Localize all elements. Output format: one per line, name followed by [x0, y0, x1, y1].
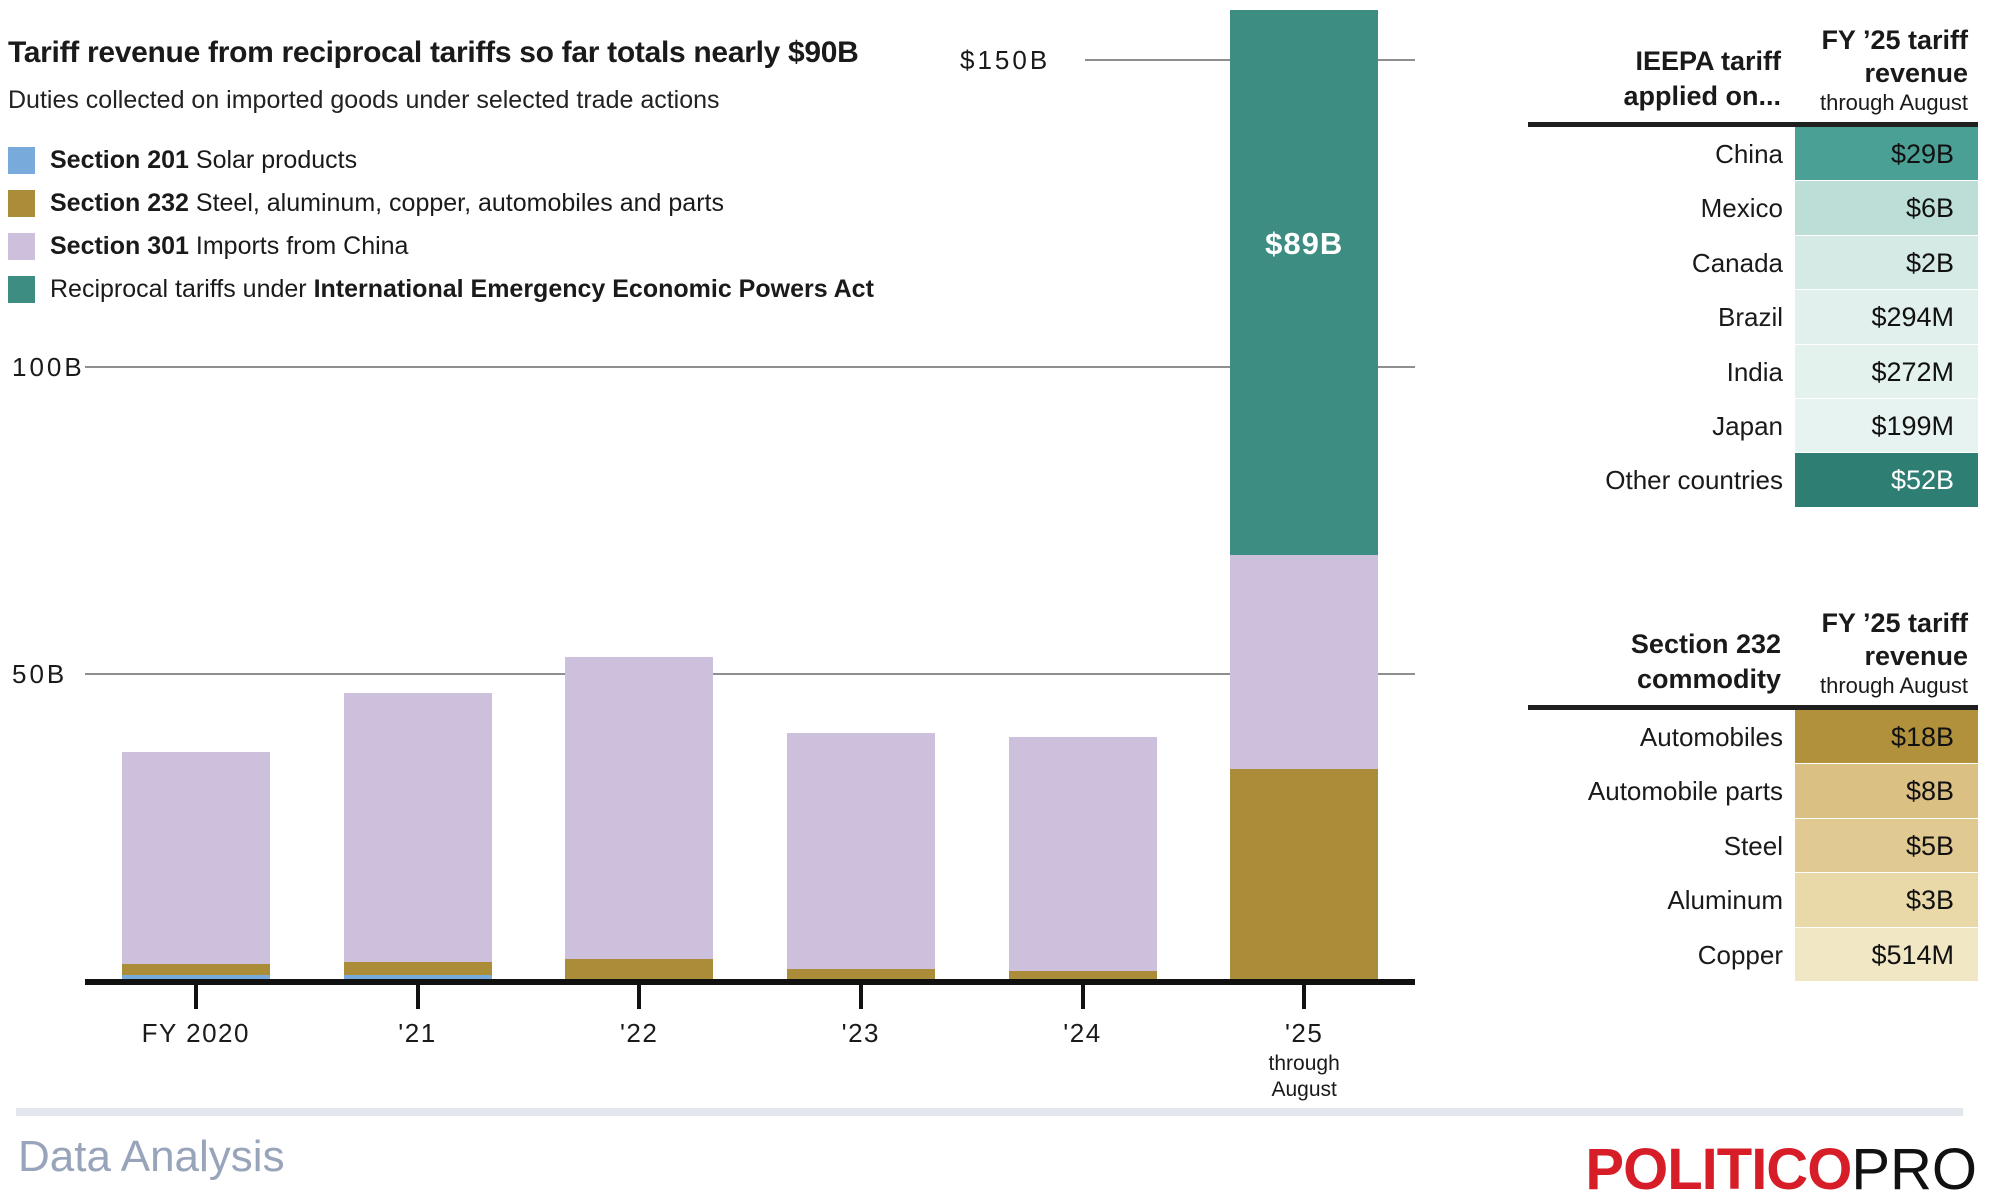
table-row-value-ieepa-countries-4: $272M: [1795, 344, 1978, 398]
bar-segment-section_301-21: [343, 693, 492, 962]
legend-item-ieepa: Reciprocal tariffs under International E…: [8, 275, 874, 303]
bar-segment-section_201-21: [343, 975, 492, 981]
bar-segment-section_201-FY2020: [121, 975, 270, 981]
table-row-value-ieepa-countries-2: $2B: [1795, 235, 1978, 290]
table-row-label-section-232-commodities-2: Steel: [1723, 830, 1783, 861]
bar-segment-section_232-21: [343, 961, 492, 976]
bar-segment-section_232-25: [1230, 769, 1379, 981]
footer-divider: [16, 1108, 1963, 1116]
chart-subtitle: Duties collected on imported goods under…: [8, 86, 720, 114]
x-axis-label-3: '23: [841, 1018, 881, 1048]
table-header-label-section-232-commodities: Section 232 commodity: [1630, 629, 1781, 694]
bar-segment-section_301-22: [565, 656, 714, 959]
table-row-value-ieepa-countries-3: $294M: [1795, 290, 1978, 344]
table-header-value-section-232-commodities: FY ’25 tariff revenue through August: [1819, 608, 1968, 698]
bar-segment-section_301-24: [1008, 737, 1157, 972]
x-axis-label-5: '25: [1284, 1018, 1324, 1048]
legend-swatch-ieepa: [8, 276, 35, 303]
table-row-value-section-232-commodities-2: $5B: [1795, 818, 1978, 873]
y-axis-label-150B: $150B: [960, 45, 1051, 76]
table-row-value-section-232-commodities-0: $18B: [1795, 710, 1978, 764]
y-axis-label-50B: 50B: [12, 659, 68, 690]
x-axis-label-4: '24: [1063, 1018, 1102, 1048]
table-row-value-section-232-commodities-3: $3B: [1795, 873, 1978, 927]
chart-title: Tariff revenue from reciprocal tariffs s…: [8, 36, 859, 69]
table-row-value-ieepa-countries-5: $199M: [1795, 399, 1978, 453]
x-axis-label-1: '21: [398, 1018, 437, 1048]
bar-segment-section_301-FY2020: [121, 752, 270, 965]
legend-label-section_301: Section 301 Imports from China: [50, 232, 409, 260]
table-row-label-ieepa-countries-5: Japan: [1712, 411, 1783, 441]
table-row-label-ieepa-countries-3: Brazil: [1717, 302, 1783, 333]
x-axis-label-0: FY 2020: [141, 1018, 250, 1048]
x-axis-tick-3: [858, 985, 863, 1009]
legend-swatch-section_232: [8, 190, 35, 217]
bar-value-label: $89B: [1265, 226, 1344, 262]
table-row-label-ieepa-countries-2: Canada: [1691, 247, 1783, 278]
bar-segment-section_301-23: [786, 733, 935, 970]
table-header-value-ieepa-countries: FY ’25 tariff revenue through August: [1819, 25, 1968, 115]
table-row-value-ieepa-countries-0: $29B: [1795, 127, 1978, 181]
x-axis-tick-1: [415, 985, 420, 1009]
table-row-label-section-232-commodities-0: Automobiles: [1639, 722, 1783, 752]
legend-swatch-section_301: [8, 233, 35, 260]
legend-label-ieepa: Reciprocal tariffs under International E…: [50, 275, 874, 303]
legend-item-section_201: Section 201 Solar products: [8, 146, 358, 174]
table-row-value-ieepa-countries-1: $6B: [1795, 181, 1978, 235]
x-axis-tick-0: [193, 985, 198, 1009]
x-axis-tick-4: [1080, 985, 1085, 1009]
bar-segment-section_232-22: [565, 958, 714, 981]
legend-label-section_201: Section 201 Solar products: [50, 146, 358, 174]
x-axis-line: [85, 979, 1415, 985]
legend-swatch-section_201: [8, 147, 35, 174]
table-row-value-section-232-commodities-1: $8B: [1795, 764, 1978, 818]
bar-segment-section_301-25: [1230, 555, 1379, 770]
table-header-label-ieepa-countries: IEEPA tariff applied on...: [1623, 46, 1781, 111]
x-axis-note-line-0: through: [1268, 1052, 1340, 1075]
table-header-rule-section-232-commodities: [1528, 705, 1978, 710]
table-row-label-section-232-commodities-4: Copper: [1697, 939, 1783, 970]
table-row-label-ieepa-countries-6: Other countries: [1605, 465, 1783, 496]
pro-wordmark: PRO: [1851, 1137, 1977, 1195]
table-row-label-ieepa-countries-4: India: [1726, 356, 1783, 387]
legend-label-section_232: Section 232 Steel, aluminum, copper, aut…: [50, 189, 724, 217]
table-row-label-ieepa-countries-1: Mexico: [1700, 193, 1783, 224]
table-header-rule-ieepa-countries: [1528, 122, 1978, 127]
y-axis-label-100B: 100B: [12, 352, 85, 383]
footer-section-label: Data Analysis: [18, 1132, 285, 1181]
legend-item-section_301: Section 301 Imports from China: [8, 232, 409, 260]
bar-segment-section_232-24: [1008, 971, 1157, 981]
x-axis-label-2: '22: [619, 1018, 659, 1048]
x-axis-note-line-1: August: [1271, 1078, 1337, 1101]
table-row-value-ieepa-countries-6: $52B: [1795, 453, 1978, 507]
x-axis-tick-2: [637, 985, 642, 1009]
bar-segment-ieepa-25: [1230, 9, 1379, 556]
table-row-label-section-232-commodities-1: Automobile parts: [1587, 776, 1783, 807]
table-row-value-section-232-commodities-4: $514M: [1795, 927, 1978, 981]
gridline-50B: [85, 673, 1415, 676]
table-row-label-ieepa-countries-0: China: [1715, 139, 1783, 169]
x-axis-tick-5: [1302, 985, 1307, 1009]
politico-pro-logo: POLITICOPRO: [1585, 1136, 1977, 1195]
gridline-100B: [85, 366, 1415, 369]
politico-wordmark: POLITICO: [1585, 1137, 1852, 1195]
table-row-label-section-232-commodities-3: Aluminum: [1667, 885, 1783, 916]
legend-item-section_232: Section 232 Steel, aluminum, copper, aut…: [8, 189, 724, 217]
bar-segment-section_232-FY2020: [121, 964, 270, 976]
bar-segment-section_232-23: [786, 969, 935, 981]
